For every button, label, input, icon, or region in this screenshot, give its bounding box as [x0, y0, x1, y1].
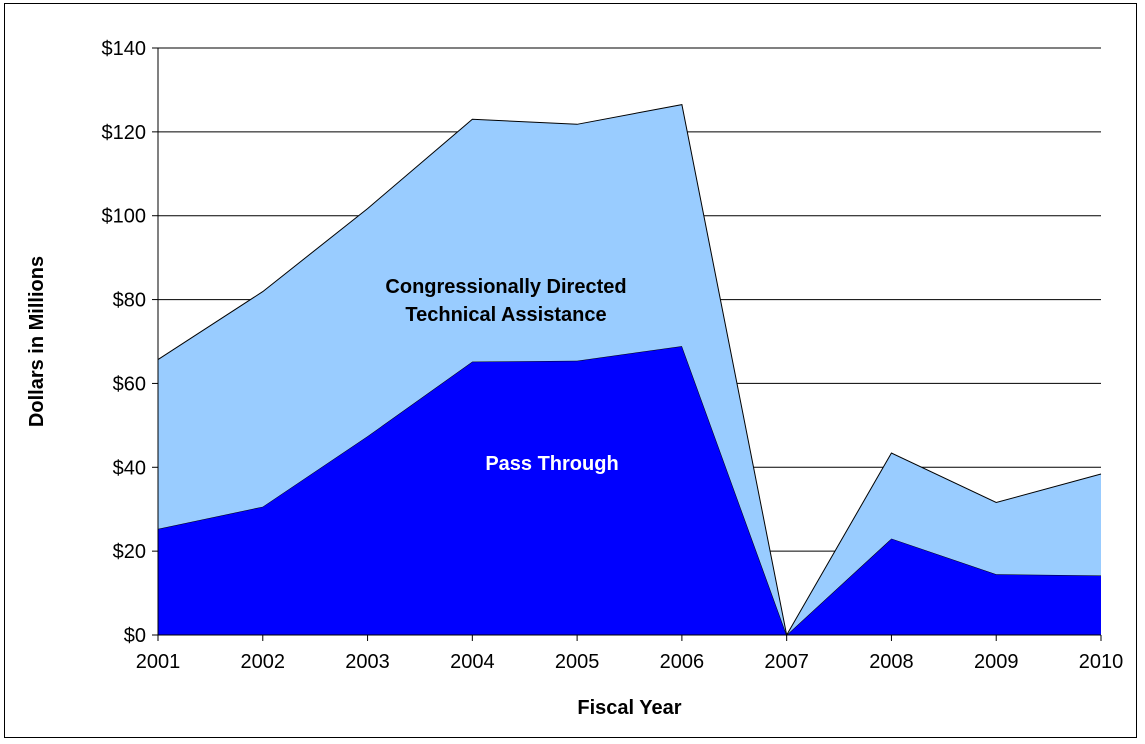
x-tick-label-2: 2003 [345, 651, 390, 673]
series-labels: Pass Through Congressionally Directed Tech… [385, 276, 626, 475]
y-tick-label-4: $80 [113, 290, 146, 312]
y-tick-label-2: $40 [113, 457, 146, 479]
area-series [157, 104, 1102, 637]
area-1 [158, 104, 1101, 635]
y-tick-label-0: $0 [124, 625, 146, 647]
axes [152, 47, 1102, 641]
y-tick-label-6: $120 [102, 122, 147, 144]
x-tick-label-6: 2007 [764, 651, 809, 673]
y-tick-label-3: $60 [113, 373, 146, 395]
series-label-pass-through: Pass Through [485, 453, 618, 475]
x-tick-label-1: 2002 [241, 651, 286, 673]
x-tick-label-7: 2008 [869, 651, 914, 673]
series-label-technical-assistance-line-0: Congressionally Directed [385, 276, 626, 298]
x-tick-label-8: 2009 [974, 651, 1019, 673]
stacked-area-chart: $0$20$40$60$80$100$120$140 2001 2002 2003 2… [26, 38, 1124, 719]
x-tick-label-5: 2006 [660, 651, 705, 673]
x-tick-label-3: 2004 [450, 651, 495, 673]
area-outline-1 [157, 104, 1102, 637]
y-tick-labels: $0 $20 $40 $60 $80 $100 $120 $140 [102, 38, 147, 647]
y-tick-label-7: $140 [102, 38, 147, 60]
y-tick-label-1: $20 [113, 541, 146, 563]
x-tick-labels: 2001 2002 2003 2004 2005 2006 2007 2008 2009 2010 [136, 651, 1124, 673]
x-tick-label-0: 2001 [136, 651, 181, 673]
y-tick-label-5: $100 [102, 206, 147, 228]
x-axis-title: Fiscal Year [577, 697, 681, 719]
x-tick-label-9: 2010 [1079, 651, 1124, 673]
chart-frame: $0 $20 $40 $60 $80 $100 $120 $140 2001 2002 2003 2… [4, 3, 1137, 738]
y-axis-title: Dollars in Millions [26, 256, 48, 427]
x-tick-label-4: 2005 [555, 651, 600, 673]
series-label-technical-assistance-line-1: Technical Assistance [405, 304, 606, 326]
